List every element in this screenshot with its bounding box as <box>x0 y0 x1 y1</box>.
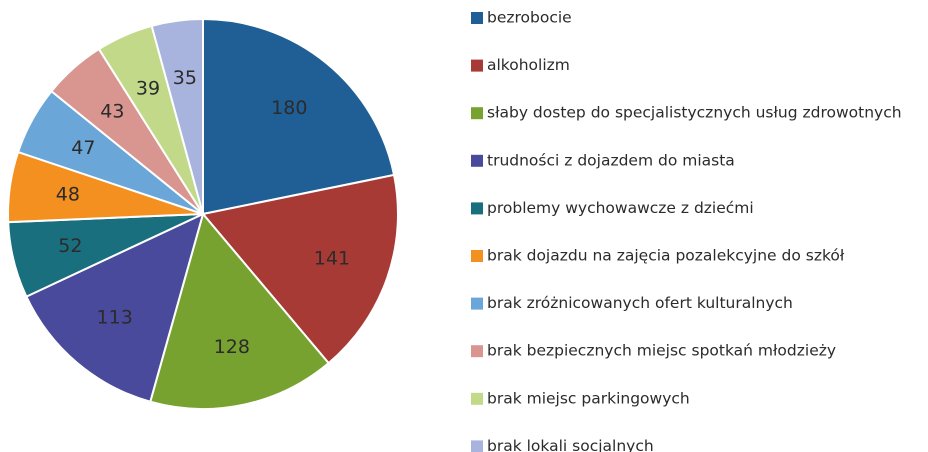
legend-label: problemy wychowawcze z dziećmi <box>487 199 754 217</box>
data-label: 113 <box>97 307 133 329</box>
legend-label: brak miejsc parkingowych <box>487 389 690 407</box>
legend-swatch <box>471 345 483 358</box>
legend-label: brak bezpiecznych miejsc spotkań młodzie… <box>487 342 836 360</box>
pie-slice <box>149 211 331 410</box>
data-label: 35 <box>173 67 197 89</box>
data-label: 180 <box>271 97 307 119</box>
legend-swatch <box>471 12 483 24</box>
data-label: 43 <box>100 100 124 122</box>
legend-swatch <box>471 202 483 215</box>
legend-label: słaby dostep do specjalistycznych usług … <box>487 104 902 122</box>
data-label: 128 <box>214 336 250 358</box>
data-label: 39 <box>136 78 160 100</box>
pie-slice <box>201 173 399 365</box>
data-label: 141 <box>314 247 350 269</box>
legend-swatch <box>471 392 483 405</box>
legend-swatch <box>471 250 483 262</box>
legend-label: brak zróżnicowanych ofert kulturalnych <box>487 294 793 312</box>
pie-slice <box>150 17 204 215</box>
legend-swatch <box>471 440 483 452</box>
legend-swatch <box>471 297 483 310</box>
data-label: 52 <box>58 235 82 257</box>
pie-slice <box>202 17 396 216</box>
data-label: 48 <box>56 183 80 205</box>
legend-label: brak lokali socjalnych <box>487 437 654 452</box>
legend-swatch <box>471 107 483 120</box>
legend-label: bezrobocie <box>487 9 572 27</box>
legend-label: trudności z dojazdem do miasta <box>487 151 735 169</box>
data-label: 47 <box>71 137 95 159</box>
legend-label: alkoholizm <box>487 56 570 74</box>
legend-swatch <box>471 154 483 167</box>
pie-slice <box>25 212 205 403</box>
legend-label: brak dojazdu na zajęcia pozalekcyjne do … <box>487 247 845 265</box>
legend-swatch <box>471 59 483 72</box>
